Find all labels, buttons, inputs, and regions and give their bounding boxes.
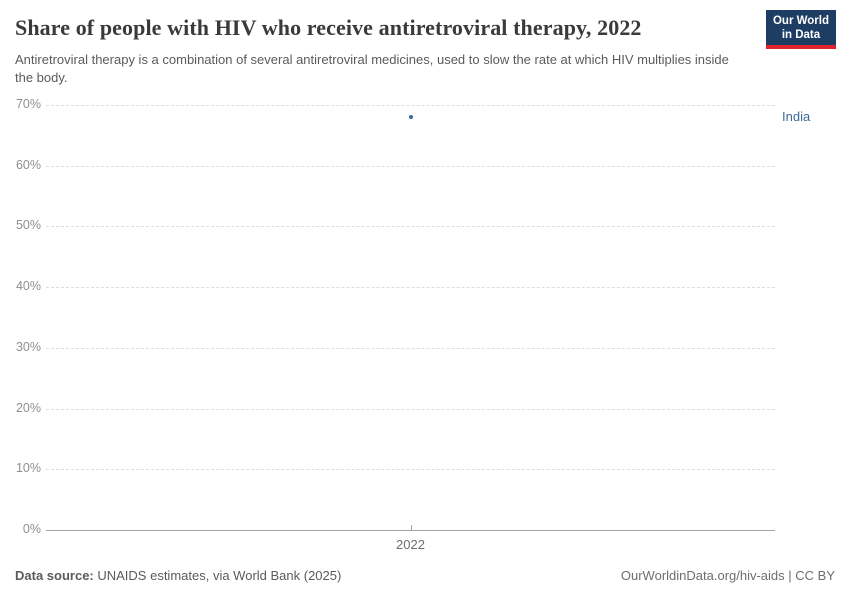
data-point-india[interactable] (408, 115, 413, 120)
x-tick-mark (410, 525, 412, 530)
gridline (46, 287, 775, 289)
y-tick-label: 30% (15, 339, 41, 354)
gridline (46, 226, 775, 228)
owid-logo-line2: in Data (781, 29, 821, 41)
chart-title: Share of people with HIV who receive ant… (15, 15, 642, 40)
data-source-text: UNAIDS estimates, via World Bank (2025) (93, 568, 342, 583)
owid-logo[interactable]: Our World in Data (765, 10, 836, 49)
chart-subtitle: Antiretroviral therapy is a combination … (15, 52, 729, 85)
owid-logo-line1: Our World (772, 15, 829, 27)
x-tick-label: 2022 (396, 537, 425, 552)
y-tick-label: 70% (15, 97, 41, 111)
y-tick-label: 40% (15, 279, 41, 294)
gridline (46, 347, 775, 349)
gridline (46, 105, 775, 106)
entity-label-india[interactable]: India (782, 109, 811, 125)
y-tick-label: 10% (15, 461, 41, 476)
data-source-label: Data source: (15, 568, 94, 583)
data-source-note: Data source: UNAIDS estimates, via World… (15, 568, 341, 583)
attribution-link[interactable]: OurWorldinData.org/hiv-aids | CC BY (620, 568, 835, 583)
y-tick-label: 50% (15, 218, 41, 233)
gridline (46, 408, 775, 410)
x-axis-line (46, 530, 775, 531)
y-tick-label: 0% (22, 522, 41, 536)
chart-footer: Data source: UNAIDS estimates, via World… (15, 568, 835, 583)
y-tick-label: 60% (15, 157, 41, 172)
y-tick-label: 20% (15, 400, 41, 415)
gridline (46, 165, 775, 167)
gridline (46, 469, 775, 471)
